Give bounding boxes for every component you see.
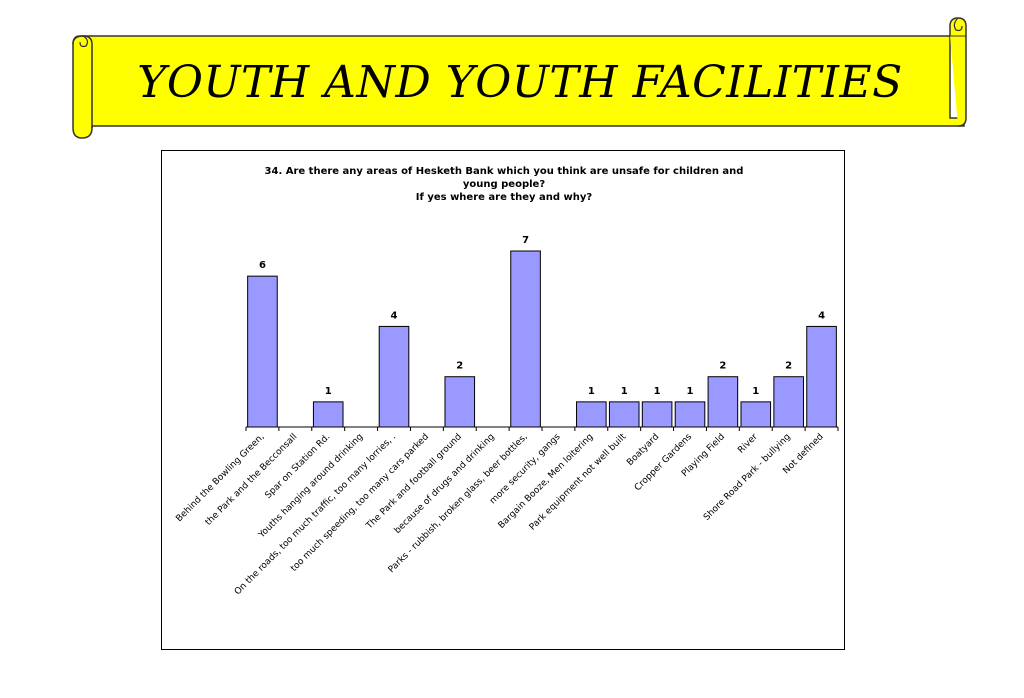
bar	[641, 401, 673, 428]
data-label: 1	[621, 386, 628, 397]
chart-title-line: young people?	[462, 179, 546, 190]
category-label: River	[736, 432, 760, 456]
data-label: 2	[456, 361, 463, 372]
data-label: 1	[325, 386, 332, 397]
data-label: 2	[719, 361, 726, 372]
data-label: 1	[654, 386, 661, 397]
chart-title-line: 34. Are there any areas of Hesketh Bank …	[264, 166, 744, 177]
page-title: YOUTH AND YOUTH FACILITIES	[137, 56, 903, 108]
bar	[378, 325, 410, 428]
chart-title: 34. Are there any areas of Hesketh Bank …	[162, 165, 846, 204]
data-label: 2	[785, 361, 792, 372]
data-label: 1	[687, 386, 694, 397]
bar	[247, 275, 278, 428]
category-label: Spar on Station Rd.	[264, 432, 333, 501]
bar	[773, 376, 804, 428]
scroll-right-curl	[953, 17, 963, 32]
data-label: 7	[522, 235, 529, 246]
bar	[510, 250, 541, 428]
category-label: Cropper Gardens	[633, 432, 694, 493]
chart-title-line: If yes where are they and why?	[415, 192, 593, 203]
data-label: 1	[588, 386, 595, 397]
scroll-right-roll	[949, 17, 967, 127]
scroll-left-curl	[79, 35, 89, 48]
title-banner-scroll	[72, 17, 967, 139]
data-label: 6	[259, 260, 266, 271]
bar	[312, 401, 344, 428]
bar	[576, 401, 607, 428]
bar	[806, 325, 837, 428]
bar	[674, 401, 706, 428]
data-label: 4	[391, 310, 398, 321]
bar	[444, 376, 476, 428]
bar	[707, 376, 739, 428]
data-label: 4	[818, 310, 825, 321]
chart-frame: 34. Are there any areas of Hesketh Bank …	[161, 150, 845, 650]
data-label: 1	[752, 386, 759, 397]
bar	[608, 401, 640, 428]
bar	[740, 401, 772, 428]
